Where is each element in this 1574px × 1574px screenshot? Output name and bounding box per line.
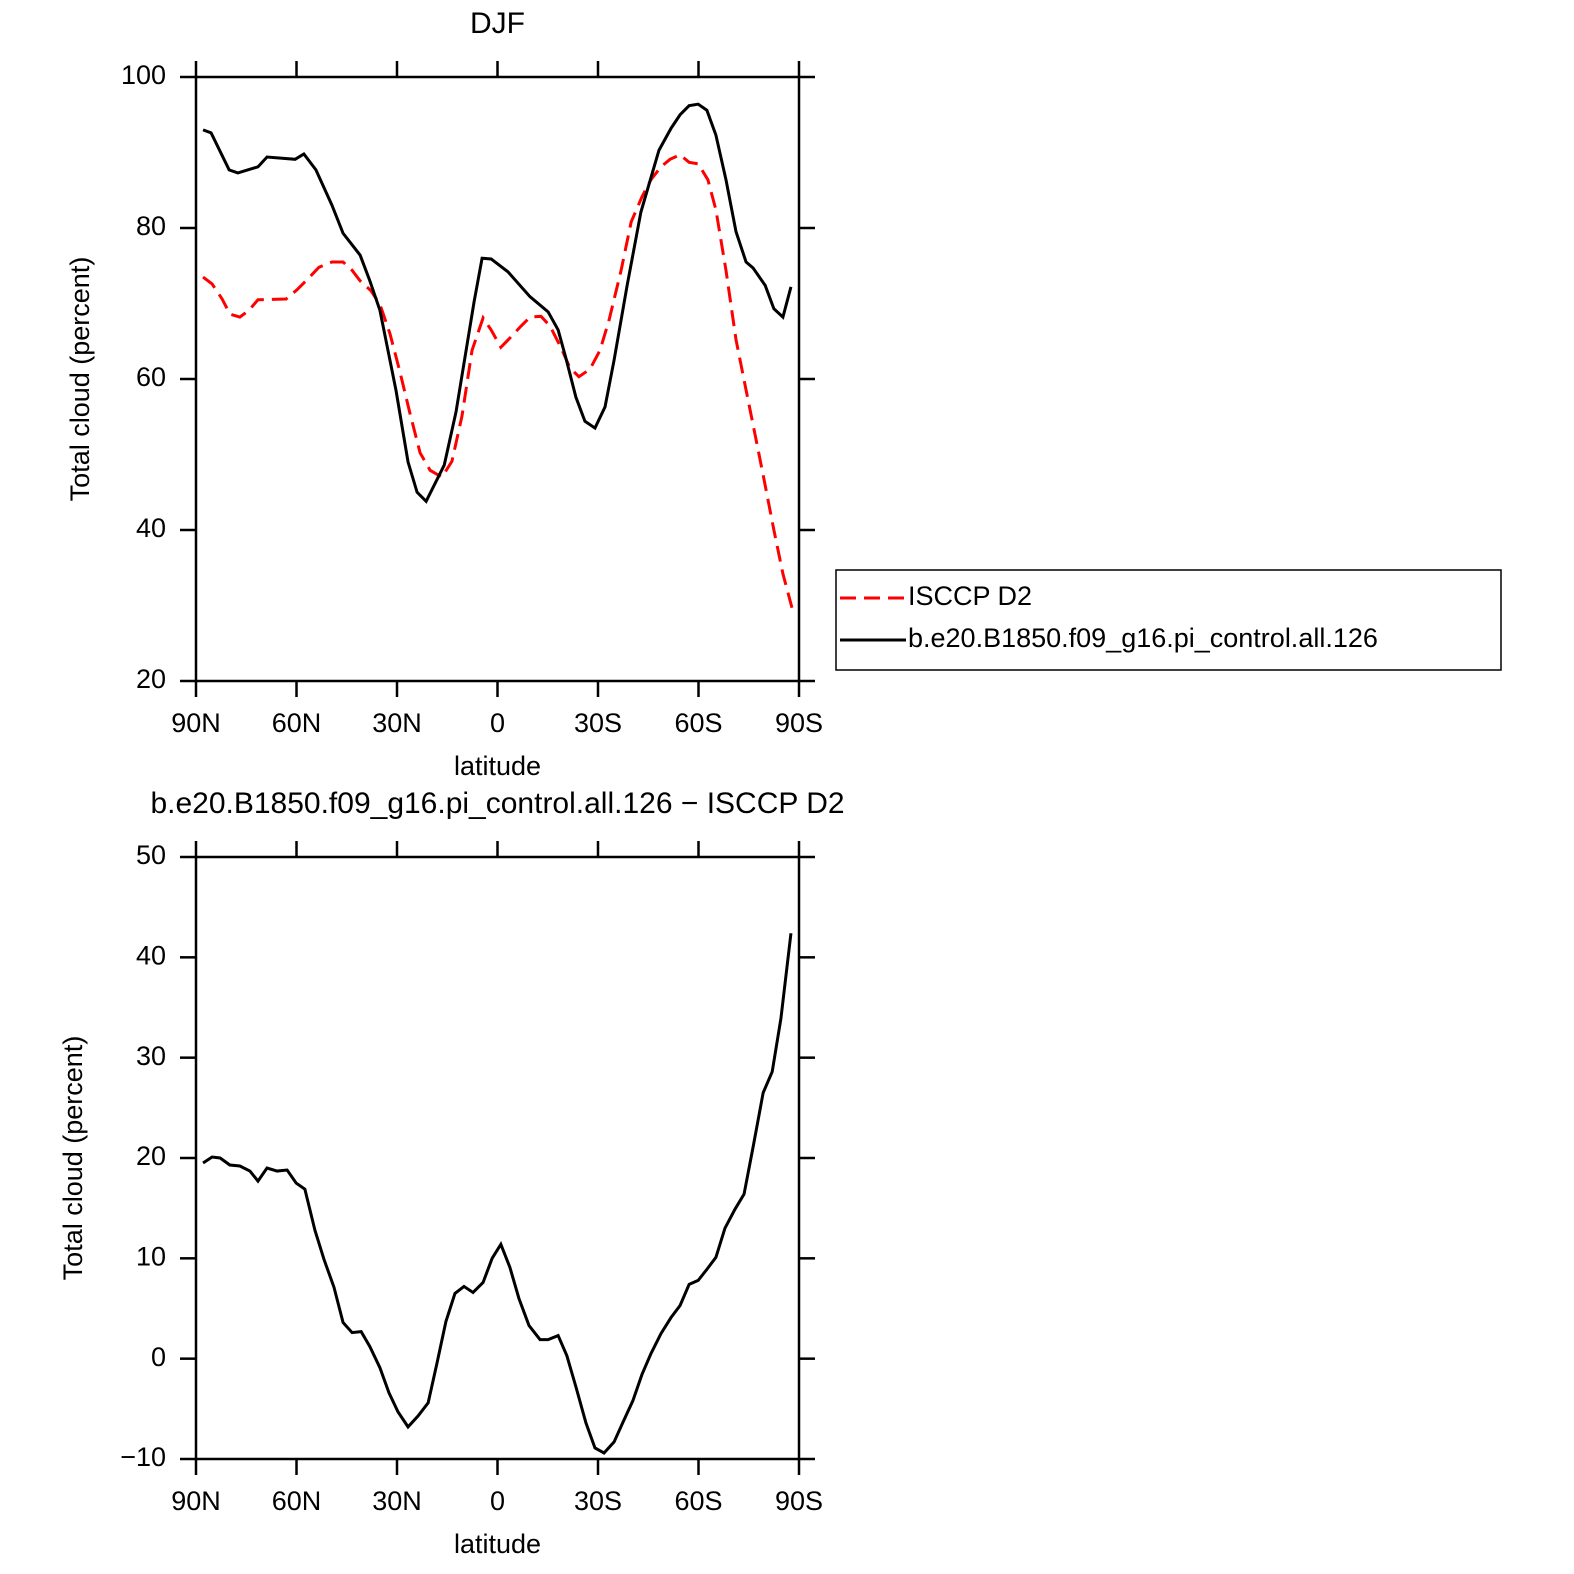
x-tick-label: 30S <box>574 708 622 738</box>
y-tick-label: 80 <box>136 211 166 241</box>
y-tick-label: 10 <box>136 1241 166 1271</box>
y-axis-label: Total cloud (percent) <box>65 257 95 502</box>
x-tick-label: 90N <box>171 708 221 738</box>
data-line <box>202 102 793 504</box>
x-tick-label: 0 <box>490 1486 505 1516</box>
y-tick-label: 40 <box>136 513 166 543</box>
plot-frame <box>194 855 801 1461</box>
chart-title: b.e20.B1850.f09_g16.pi_control.all.126 −… <box>150 787 844 820</box>
x-tick-label: 90N <box>171 1486 221 1516</box>
legend-label: b.e20.B1850.f09_g16.pi_control.all.126 <box>908 623 1378 653</box>
x-tick-label: 30N <box>372 1486 422 1516</box>
y-tick-label: 0 <box>151 1342 166 1372</box>
legend-label: ISCCP D2 <box>908 581 1032 611</box>
data-line <box>202 933 793 1455</box>
x-tick-label: 60S <box>674 708 722 738</box>
y-axis-label: Total cloud (percent) <box>58 1036 88 1281</box>
y-tick-label: 40 <box>136 940 166 970</box>
plot-frame <box>194 75 801 683</box>
y-tick-label: 20 <box>136 664 166 694</box>
x-tick-label: 0 <box>490 708 505 738</box>
y-tick-label: −10 <box>120 1442 166 1472</box>
y-tick-label: 50 <box>136 840 166 870</box>
x-tick-label: 90S <box>775 1486 823 1516</box>
legend-box <box>835 569 1502 671</box>
data-line <box>202 153 794 609</box>
x-tick-label: 30S <box>574 1486 622 1516</box>
x-tick-label: 90S <box>775 708 823 738</box>
x-axis-label: latitude <box>454 751 541 781</box>
y-tick-label: 20 <box>136 1141 166 1171</box>
x-tick-label: 30N <box>372 708 422 738</box>
x-tick-label: 60S <box>674 1486 722 1516</box>
y-tick-label: 100 <box>121 60 166 90</box>
y-tick-label: 60 <box>136 362 166 392</box>
x-tick-label: 60N <box>272 708 322 738</box>
x-tick-label: 60N <box>272 1486 322 1516</box>
chart-title: DJF <box>470 7 525 40</box>
x-axis-label: latitude <box>454 1529 541 1559</box>
y-tick-label: 30 <box>136 1041 166 1071</box>
